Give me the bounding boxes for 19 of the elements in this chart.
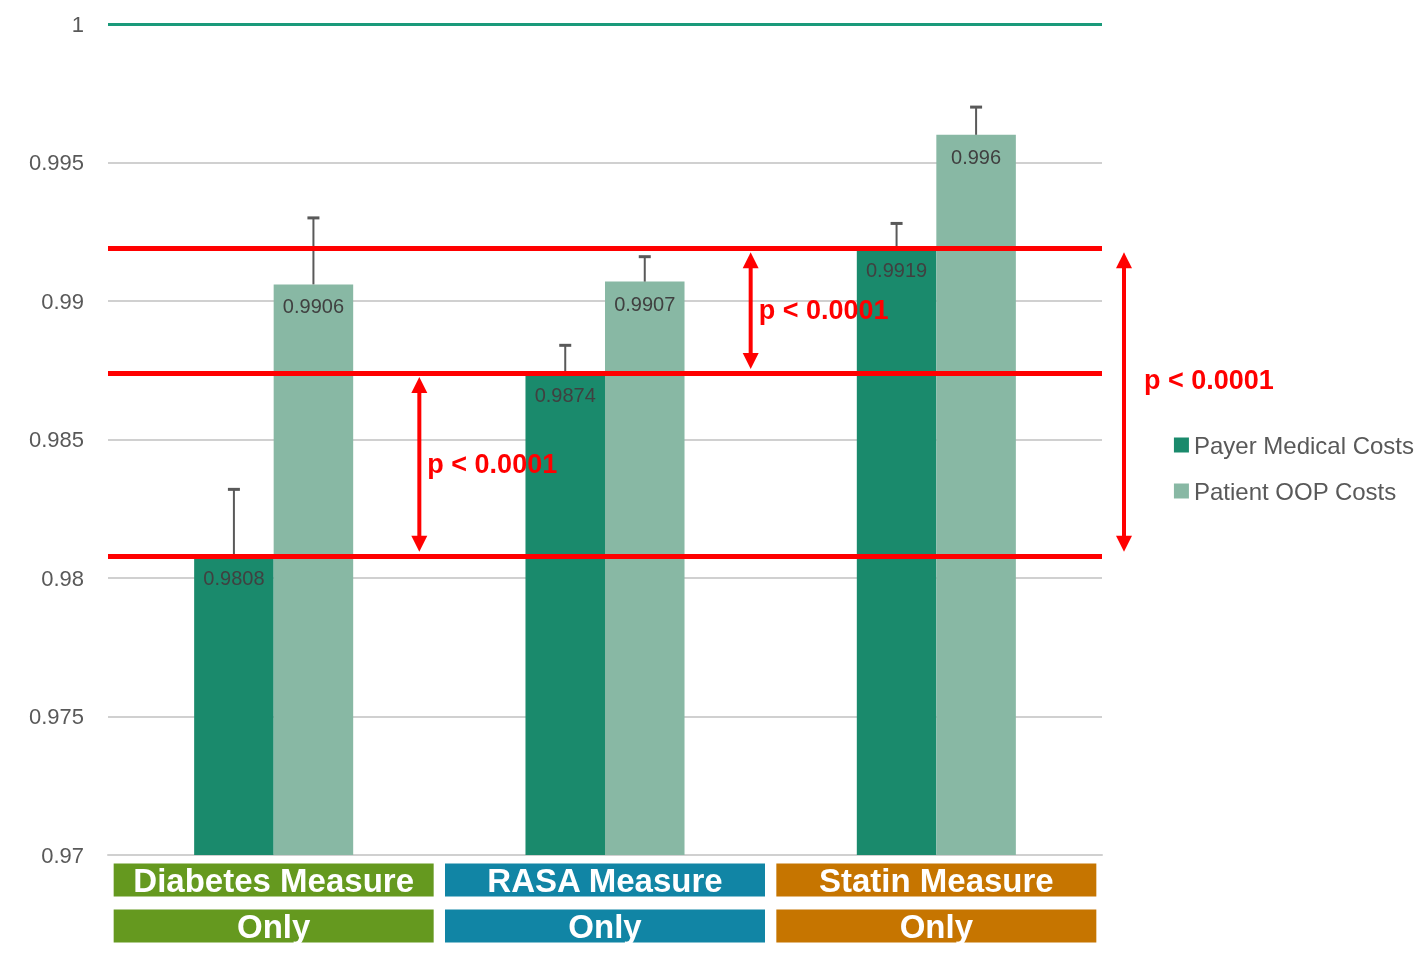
x-tick-label: Diabetes Measure Only: [133, 861, 414, 945]
y-tick-label: 0.985: [28, 427, 84, 452]
data-label: 0.9919: [865, 259, 928, 282]
y-tick-label: 0.98: [41, 565, 84, 591]
data-label: 0.9874: [534, 384, 596, 407]
y-tick-label: 0.995: [28, 150, 84, 175]
x-tick-label: Statin Measure Only: [818, 861, 1054, 945]
x-tick-label: RASA Measure Only: [487, 861, 723, 945]
data-label: 0.996: [951, 145, 1002, 168]
y-tick-label: 0.97: [41, 842, 84, 868]
y-tick-label: 1: [71, 11, 84, 37]
legend-label: Patient OOP Costs: [1193, 477, 1397, 505]
data-label: 0.9907: [614, 292, 676, 315]
y-tick-label: 0.975: [28, 704, 84, 729]
data-label: 0.9808: [203, 566, 265, 589]
y-tick-label: 0.99: [41, 288, 84, 314]
data-label: 0.9906: [282, 295, 345, 318]
legend-label: Payer Medical Costs: [1193, 431, 1414, 459]
text: p < 0.0001: [1144, 364, 1274, 395]
